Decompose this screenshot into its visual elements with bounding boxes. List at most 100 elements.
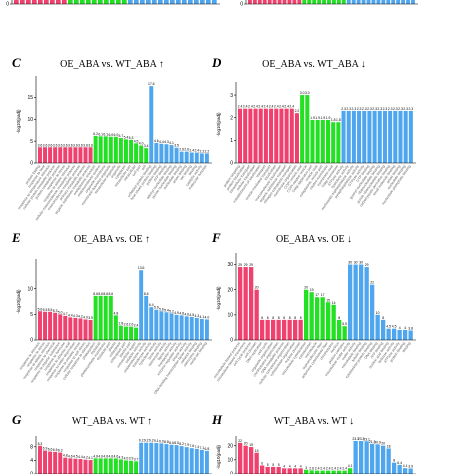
bar xyxy=(274,108,279,163)
bar xyxy=(103,136,108,163)
bar xyxy=(32,0,37,4)
data-label: 8 xyxy=(393,459,395,463)
bar xyxy=(194,152,199,163)
data-label: 2.4 xyxy=(134,324,139,328)
bar xyxy=(254,289,259,340)
data-label: 6.1 xyxy=(103,132,108,136)
data-label: 8.2 xyxy=(179,442,184,446)
bar xyxy=(73,147,78,163)
data-label: 9.2 xyxy=(144,439,149,443)
data-label: 20 xyxy=(244,442,248,446)
data-label: 5 xyxy=(267,463,269,467)
bar xyxy=(249,447,254,474)
data-label: 6.2 xyxy=(93,132,98,136)
bar xyxy=(122,0,127,4)
data-label: 3.0 xyxy=(300,91,305,95)
bar xyxy=(169,145,174,163)
bar xyxy=(357,110,362,163)
data-label: 2.4 xyxy=(189,149,194,153)
data-label: 2.3 xyxy=(398,107,403,111)
data-label: 4.1 xyxy=(169,141,174,145)
data-label: 9.2 xyxy=(149,439,154,443)
bar xyxy=(63,457,68,474)
bar xyxy=(158,0,163,4)
bar xyxy=(174,445,179,474)
bar xyxy=(83,459,88,474)
data-label: 4.5 xyxy=(134,139,139,143)
bar xyxy=(189,152,194,163)
data-label: 3.5 xyxy=(174,144,179,148)
bar xyxy=(411,0,415,4)
data-label: 17.6 xyxy=(148,82,155,86)
bar xyxy=(249,267,254,340)
bar xyxy=(154,309,159,340)
data-label: 2.4 xyxy=(243,105,248,109)
panel-d: D OE_ABA vs. WT_ABA ↓-log10(padj)2.4prote… xyxy=(211,55,416,211)
y-tick-label: 10 xyxy=(227,313,233,319)
bar xyxy=(128,0,133,4)
y-tick-label: 3 xyxy=(230,93,233,99)
data-label: 2.3 xyxy=(352,107,357,111)
bar xyxy=(108,136,113,163)
panel-letter: F xyxy=(211,230,221,245)
data-label: 10 xyxy=(376,311,380,315)
bar xyxy=(312,0,317,4)
bar xyxy=(322,0,326,4)
data-label: 5.4 xyxy=(164,308,169,312)
data-label: 2.4 xyxy=(331,467,336,471)
y-tick-label: 0 xyxy=(230,472,233,474)
bar xyxy=(108,458,113,474)
y-tick-label: 15 xyxy=(27,95,33,101)
bar xyxy=(170,0,175,4)
panel-letter: D xyxy=(211,55,222,70)
bar xyxy=(238,267,243,340)
data-label: 2.3 xyxy=(403,107,408,111)
bar xyxy=(342,470,347,474)
bar xyxy=(271,319,276,340)
bar xyxy=(353,264,358,340)
y-tick-label: 0 xyxy=(30,472,33,474)
bar xyxy=(63,315,68,340)
bar xyxy=(302,0,307,4)
data-label: 2.4 xyxy=(315,467,320,471)
bar xyxy=(297,0,302,4)
data-label: 5.7 xyxy=(119,134,124,138)
bar xyxy=(124,326,128,340)
bar xyxy=(403,468,408,474)
data-label: 4.6 xyxy=(114,454,119,458)
bar xyxy=(309,470,314,474)
data-label: 4.1 xyxy=(348,464,353,468)
data-label: 29 xyxy=(249,263,253,267)
bar xyxy=(238,442,243,474)
data-label: 8.6 xyxy=(169,441,174,445)
bar xyxy=(98,295,103,340)
bar xyxy=(14,0,19,4)
data-label: 9.1 xyxy=(154,439,159,443)
panel-title: OE_ABA vs. OE ↑ xyxy=(74,234,150,245)
bar xyxy=(74,0,79,4)
y-tick-label: 0 xyxy=(230,338,233,344)
bar xyxy=(159,443,164,474)
data-label: 7.6 xyxy=(189,444,194,448)
data-label: 1.9 xyxy=(315,116,320,120)
bar xyxy=(348,264,353,340)
bar xyxy=(248,0,252,4)
data-label: 29 xyxy=(238,263,242,267)
data-label: 4.9 xyxy=(174,311,179,315)
bar xyxy=(393,110,398,163)
data-label: 4.6 xyxy=(103,454,108,458)
bar xyxy=(212,0,217,4)
data-label: 4.6 xyxy=(108,454,113,458)
data-label: 3.6 xyxy=(68,143,73,147)
data-label: 4.6 xyxy=(98,454,103,458)
data-label: 8 xyxy=(283,316,285,320)
bar xyxy=(134,327,139,340)
bar xyxy=(305,95,310,163)
y-tick-label: 5 xyxy=(30,139,33,145)
bar xyxy=(204,153,209,163)
bar xyxy=(265,319,270,340)
bar xyxy=(406,0,410,4)
bar xyxy=(317,0,322,4)
bar xyxy=(188,0,193,4)
bar xyxy=(287,0,292,4)
